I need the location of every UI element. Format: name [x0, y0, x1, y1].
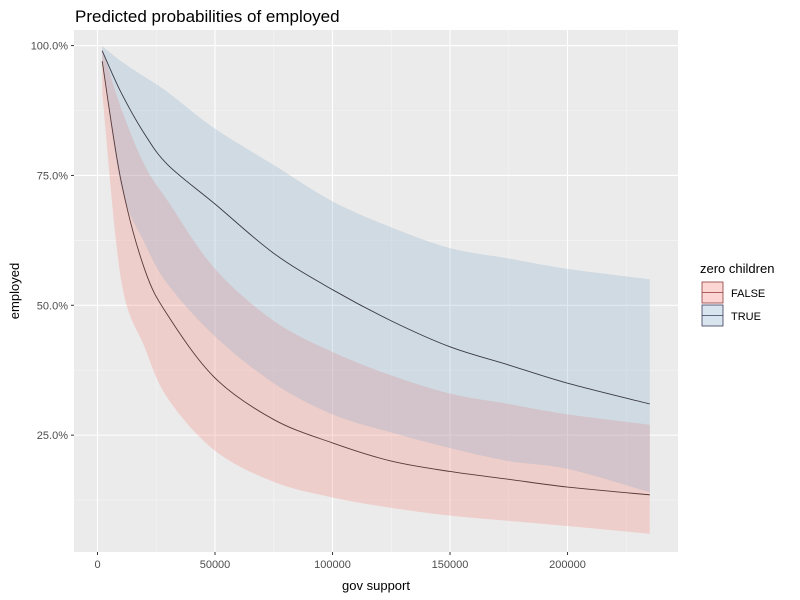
- y-tick-label: 25.0%: [37, 430, 68, 442]
- confidence-ribbons: [102, 46, 650, 534]
- x-tick-label: 100000: [314, 559, 351, 571]
- prediction-lines: [101, 50, 650, 496]
- legend: zero children FALSE TRUE: [700, 261, 774, 327]
- y-tick-label: 50.0%: [37, 300, 68, 312]
- x-axis: 0 50000 100000 150000 200000: [94, 552, 586, 571]
- legend-label-true: TRUE: [731, 311, 761, 323]
- y-axis: 25.0% 50.0% 75.0% 100.0%: [31, 41, 74, 442]
- y-tick-label: 100.0%: [31, 41, 69, 53]
- minor-gridlines: [74, 30, 678, 552]
- x-tick-label: 150000: [432, 559, 469, 571]
- y-tick-label: 75.0%: [37, 170, 68, 182]
- x-tick-label: 0: [94, 559, 100, 571]
- x-axis-title: gov support: [342, 578, 410, 593]
- plot-panel: [74, 30, 678, 552]
- major-gridlines: [74, 30, 678, 552]
- x-tick-label: 200000: [549, 559, 586, 571]
- line-false: [101, 61, 650, 496]
- y-axis-title: employed: [7, 263, 22, 319]
- legend-title: zero children: [700, 261, 774, 276]
- legend-entries: FALSE TRUE: [701, 281, 765, 327]
- legend-label-false: FALSE: [731, 288, 765, 300]
- chart-title: Predicted probabilities of employed: [75, 7, 340, 26]
- x-tick-label: 50000: [200, 559, 231, 571]
- ribbon-true: [102, 46, 650, 493]
- line-true: [101, 50, 650, 405]
- ribbon-false: [102, 48, 650, 534]
